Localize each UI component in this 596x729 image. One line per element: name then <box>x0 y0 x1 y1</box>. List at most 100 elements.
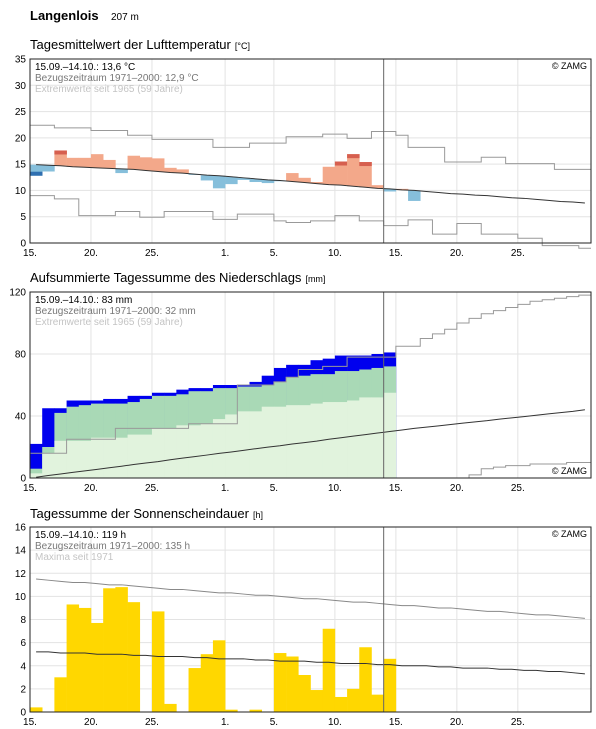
y-tick-label: 5 <box>20 212 26 223</box>
sunshine-bar <box>127 602 141 712</box>
y-tick-label: 30 <box>15 81 27 92</box>
temperature-title: Tagesmittelwert der Lufttemperatur [°C] <box>30 37 250 52</box>
reference-summary: Bezugszeitraum 1971–2000: 135 h <box>35 541 190 552</box>
x-tick-label: 25. <box>145 717 159 728</box>
temperature-bar <box>42 165 55 172</box>
sunshine-bar <box>164 703 177 712</box>
temperature-bar <box>115 168 128 174</box>
y-tick-label: 35 <box>15 55 27 66</box>
x-tick-label: 15. <box>23 483 37 494</box>
sunshine-title-text: Tagessumme der Sonnenscheindauer <box>30 506 250 521</box>
temperature-bar <box>66 157 80 167</box>
x-tick-label: 25. <box>511 717 525 728</box>
plot-border <box>29 526 592 713</box>
temperature-bar <box>176 169 189 174</box>
sunshine-bar <box>115 587 128 712</box>
sunshine-bar <box>78 607 92 712</box>
sunshine-bar <box>151 611 165 712</box>
station-elevation: 207 m <box>111 12 139 23</box>
precipitation-unit: [mm] <box>305 274 325 284</box>
lower-extreme-line <box>30 195 591 249</box>
precipitation-band-lower <box>54 440 67 478</box>
extremes-note: Maxima seit 1971 <box>35 552 114 563</box>
precipitation-chart: 0 40 80 120 15. 20. 25. 1. 5. 10. 15. 20. 25. 15.09.–… <box>9 288 592 494</box>
x-tick-label: 1. <box>221 248 229 259</box>
temperature-bar <box>261 179 275 184</box>
precipitation-band-lower <box>273 406 287 478</box>
precipitation-band-lower <box>90 437 104 478</box>
precipitation-title: Aufsummierte Tagessumme des Niederschlag… <box>30 270 325 285</box>
precipitation-band-lower <box>322 402 336 478</box>
sunshine-bar <box>212 640 226 712</box>
sunshine-bar <box>334 696 348 712</box>
sunshine-bar <box>310 690 323 712</box>
precipitation-band-lower <box>30 473 43 478</box>
precipitation-band-lower <box>359 397 372 478</box>
precipitation-band-lower <box>78 440 92 478</box>
maxima-line <box>36 578 585 619</box>
sunshine-bar <box>249 709 263 712</box>
x-tick-label: 15. <box>389 248 403 259</box>
precipitation-band-lower <box>237 411 250 478</box>
precipitation-band-lower <box>212 419 226 478</box>
y-tick-label: 6 <box>20 638 26 649</box>
precipitation-title-text: Aufsummierte Tagessumme des Niederschlag… <box>30 270 302 285</box>
x-tick-label: 25. <box>511 483 525 494</box>
precipitation-band-lower <box>261 406 275 478</box>
upper-extreme-line <box>30 294 591 454</box>
precipitation-band-lower <box>115 437 128 478</box>
temperature-title-text: Tagesmittelwert der Lufttemperatur <box>30 37 232 52</box>
y-tick-label: 4 <box>20 661 26 672</box>
period-summary: 15.09.–14.10.: 119 h <box>35 530 126 541</box>
precipitation-band-lower <box>249 411 263 478</box>
normal-line <box>36 651 585 675</box>
sunshine-bar <box>103 588 116 712</box>
y-tick-label: 0 <box>20 708 26 719</box>
x-tick-label: 20. <box>450 483 464 494</box>
x-tick-label: 25. <box>145 248 159 259</box>
sunshine-chart: 0 2 4 6 8 10 12 14 16 15. 20. 25. 1. 5. 10. 15. 20. 25. 15… <box>15 523 592 728</box>
precipitation-band-lower <box>286 405 299 478</box>
temperature-extreme-bar <box>359 162 372 167</box>
x-tick-label: 5. <box>270 248 278 259</box>
precipitation-band-lower <box>176 425 189 478</box>
temperature-bar <box>127 155 141 170</box>
sunshine-unit: [h] <box>253 510 263 520</box>
temperature-bar <box>225 176 238 185</box>
x-tick-label: 20. <box>84 717 98 728</box>
x-tick-label: 1. <box>221 483 229 494</box>
copyright-label: © ZAMG <box>552 466 587 476</box>
precipitation-band-lower <box>139 434 153 478</box>
precipitation-band-lower <box>225 414 238 478</box>
precipitation-band-lower <box>347 400 360 478</box>
x-tick-label: 15. <box>23 248 37 259</box>
temperature-bar <box>78 157 92 168</box>
sunshine-bar <box>30 707 43 712</box>
y-tick-label: 15 <box>15 160 27 171</box>
sunshine-bar <box>347 688 360 712</box>
x-tick-label: 1. <box>221 717 229 728</box>
y-tick-label: 8 <box>20 615 26 626</box>
sunshine-bar <box>322 628 336 712</box>
temperature-bar <box>298 177 311 183</box>
temperature-chart: 0 5 10 15 20 25 30 35 15. 20. 25. 1. 5. 10. 15. 20. 25. 1… <box>15 55 592 259</box>
sunshine-bar <box>359 647 372 712</box>
x-tick-label: 20. <box>84 248 98 259</box>
precipitation-band-lower <box>200 423 214 478</box>
precipitation-band-lower <box>188 425 202 478</box>
temperature-bar <box>395 188 409 190</box>
temperature-bar <box>139 157 153 171</box>
precipitation-band-lower <box>164 428 177 478</box>
extremes-note: Extremwerte seit 1965 (59 Jahre) <box>35 84 183 95</box>
temperature-bar <box>371 185 384 189</box>
temperature-bar <box>103 159 116 169</box>
y-tick-label: 14 <box>15 546 27 557</box>
sunshine-bar <box>188 668 202 712</box>
temperature-bar <box>212 175 226 189</box>
precipitation-band-lower <box>298 405 311 478</box>
sunshine-bar <box>225 709 238 712</box>
temperature-extreme-bar <box>30 171 43 176</box>
x-tick-label: 20. <box>450 248 464 259</box>
x-tick-label: 10. <box>328 717 342 728</box>
